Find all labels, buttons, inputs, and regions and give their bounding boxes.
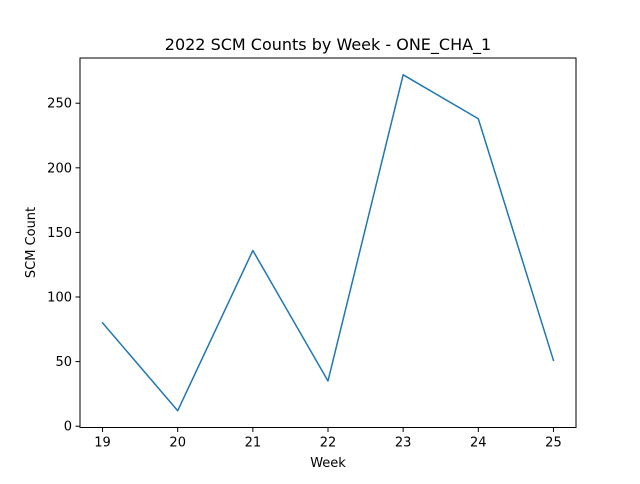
- x-tick-label: 23: [395, 436, 412, 451]
- x-tick-label: 20: [169, 436, 186, 451]
- x-tick-label: 21: [245, 436, 262, 451]
- y-tick-label: 50: [55, 355, 72, 370]
- x-tick-label: 19: [94, 436, 111, 451]
- x-tick-label: 25: [545, 436, 562, 451]
- chart-title: 2022 SCM Counts by Week - ONE_CHA_1: [165, 35, 491, 55]
- y-tick-label: 250: [47, 97, 72, 112]
- y-tick-label: 200: [47, 161, 72, 176]
- y-axis-label: SCM Count: [24, 207, 39, 278]
- x-tick-label: 22: [320, 436, 337, 451]
- x-axis-label: Week: [310, 456, 346, 471]
- x-tick-label: 24: [470, 436, 487, 451]
- y-tick-label: 0: [64, 420, 72, 435]
- series-line: [101, 74, 555, 412]
- y-tick-label: 100: [47, 291, 72, 306]
- y-tick-label: 150: [47, 226, 72, 241]
- plot-frame: [79, 57, 577, 428]
